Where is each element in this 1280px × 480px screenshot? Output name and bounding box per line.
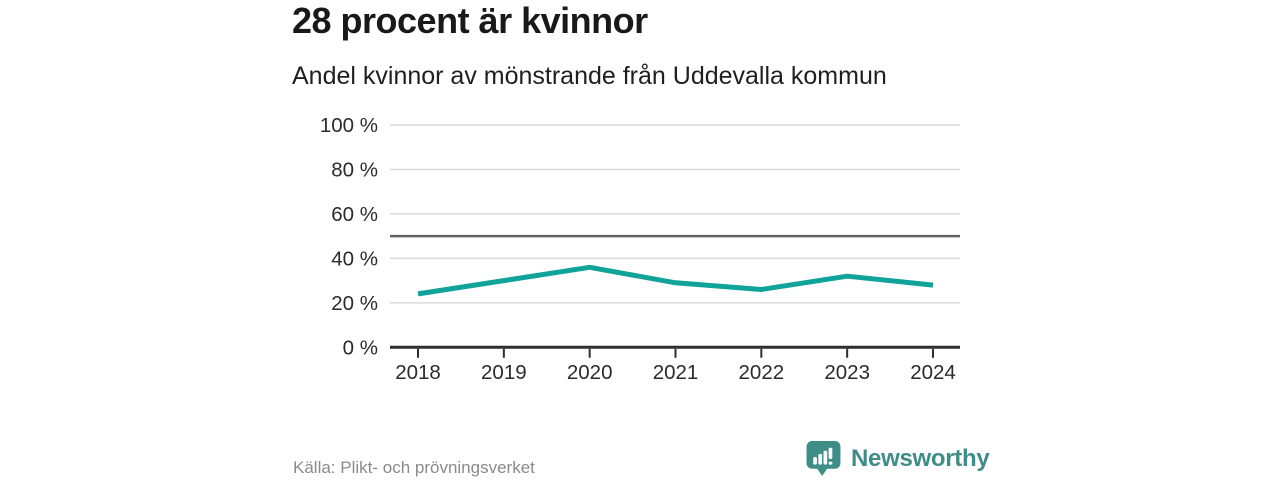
source-caption: Källa: Plikt- och prövningsverket [293, 458, 535, 477]
x-tick-label-2022: 2022 [739, 361, 785, 384]
x-tick-label-2019: 2019 [481, 361, 527, 384]
chart-title: 28 procent är kvinnor [292, 0, 648, 41]
y-tick-label-0: 0 % [343, 336, 378, 359]
x-tick-label-2024: 2024 [910, 361, 956, 384]
exclamation-stem [828, 447, 833, 460]
brand-name: Newsworthy [851, 444, 990, 472]
newsworthy-logo: Newsworthy [805, 440, 990, 477]
x-tick-label-2023: 2023 [824, 361, 870, 384]
bar-small [813, 456, 817, 465]
x-tick-label-2020: 2020 [567, 361, 613, 384]
bar-chart-bubble-icon [806, 441, 841, 476]
x-tick-label-2018: 2018 [395, 361, 441, 384]
exclamation-dot [828, 461, 833, 465]
data-line [417, 264, 934, 297]
bar-medium [818, 453, 823, 465]
y-tick-label-40: 40 % [331, 247, 378, 270]
x-tick-label-2021: 2021 [653, 361, 699, 384]
chart-subtitle: Andel kvinnor av mönstrande från Uddeval… [292, 62, 887, 90]
y-tick-label-60: 60 % [331, 203, 378, 226]
y-tick-label-20: 20 % [331, 292, 378, 315]
y-tick-label-80: 80 % [331, 158, 378, 181]
bar-tall [823, 450, 828, 465]
y-tick-label-100: 100 % [320, 114, 378, 137]
